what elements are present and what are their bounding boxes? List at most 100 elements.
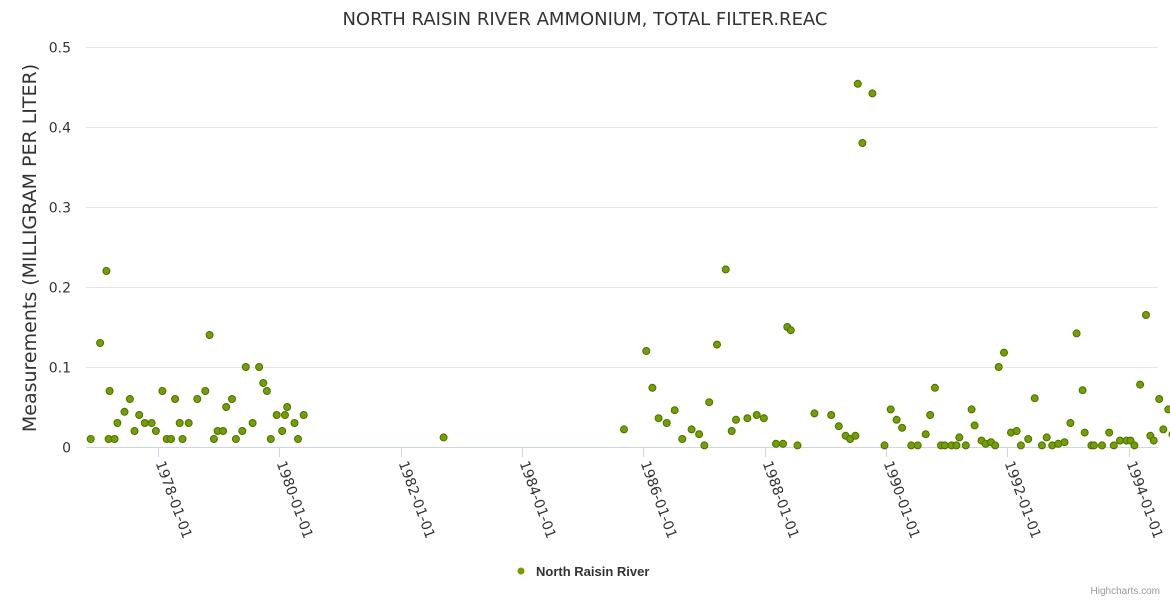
data-point[interactable] <box>886 405 895 414</box>
data-point[interactable] <box>1155 395 1164 403</box>
data-point[interactable] <box>648 383 657 392</box>
data-point[interactable] <box>228 395 236 403</box>
data-point[interactable] <box>670 406 679 415</box>
legend[interactable]: North Raisin River <box>517 564 650 579</box>
data-point[interactable] <box>439 433 448 442</box>
data-point[interactable] <box>105 387 114 395</box>
data-point[interactable] <box>1024 435 1033 443</box>
data-point[interactable] <box>772 439 780 448</box>
data-point[interactable] <box>695 430 704 439</box>
data-point[interactable] <box>727 427 736 435</box>
data-point[interactable] <box>1105 428 1114 437</box>
data-point[interactable] <box>281 411 289 419</box>
data-point[interactable] <box>759 414 768 423</box>
data-point[interactable] <box>1016 441 1025 450</box>
data-point[interactable] <box>810 409 819 418</box>
data-point[interactable] <box>299 411 308 419</box>
data-point[interactable] <box>678 435 687 443</box>
data-point[interactable] <box>205 331 214 339</box>
data-point[interactable] <box>283 403 292 411</box>
data-point[interactable] <box>642 347 651 355</box>
data-point[interactable] <box>178 435 187 443</box>
data-point[interactable] <box>158 387 167 395</box>
data-point[interactable] <box>1142 311 1150 319</box>
data-point[interactable] <box>1098 441 1106 450</box>
data-point[interactable] <box>171 395 180 403</box>
data-point[interactable] <box>193 395 202 403</box>
data-point[interactable] <box>898 423 907 432</box>
data-point[interactable] <box>827 411 836 419</box>
data-point[interactable] <box>1060 438 1069 447</box>
data-point[interactable] <box>231 435 240 443</box>
data-point[interactable] <box>86 435 95 443</box>
data-point[interactable] <box>209 435 218 443</box>
data-point[interactable] <box>140 419 149 427</box>
data-point[interactable] <box>290 419 299 427</box>
data-point[interactable] <box>1078 386 1087 395</box>
data-point[interactable] <box>662 419 671 427</box>
data-point[interactable] <box>851 431 860 440</box>
data-point[interactable] <box>272 411 281 419</box>
data-point[interactable] <box>620 425 628 434</box>
data-point[interactable] <box>834 422 843 431</box>
data-point[interactable] <box>1037 441 1046 450</box>
data-point[interactable] <box>921 430 930 439</box>
data-point[interactable] <box>201 387 210 395</box>
data-point[interactable] <box>135 411 144 419</box>
data-point[interactable] <box>1136 380 1145 389</box>
data-point[interactable] <box>930 383 939 392</box>
data-point[interactable] <box>167 435 176 443</box>
data-point[interactable] <box>880 441 889 450</box>
data-point[interactable] <box>266 435 275 443</box>
data-point[interactable] <box>961 441 970 450</box>
data-point[interactable] <box>994 363 1003 371</box>
data-point[interactable] <box>222 403 231 411</box>
data-point[interactable] <box>1130 441 1139 450</box>
data-point[interactable] <box>96 339 105 347</box>
data-point[interactable] <box>1089 441 1098 450</box>
data-point[interactable] <box>113 419 122 427</box>
data-point[interactable] <box>278 427 287 435</box>
data-point[interactable] <box>892 415 901 424</box>
data-point[interactable] <box>1080 428 1089 437</box>
data-point[interactable] <box>175 419 184 427</box>
data-point[interactable] <box>1149 436 1158 445</box>
data-point[interactable] <box>1042 433 1051 442</box>
data-point[interactable] <box>255 363 264 371</box>
data-point[interactable] <box>259 379 268 387</box>
data-point[interactable] <box>700 441 709 450</box>
data-point[interactable] <box>858 139 867 147</box>
data-point[interactable] <box>248 419 257 427</box>
data-point[interactable] <box>130 427 139 435</box>
data-point[interactable] <box>1066 419 1075 427</box>
data-point[interactable] <box>952 441 961 450</box>
data-point[interactable] <box>1012 427 1021 435</box>
credits-link[interactable]: Highcharts.com <box>1091 586 1160 597</box>
data-point[interactable] <box>721 265 730 274</box>
data-point[interactable] <box>705 398 714 407</box>
data-point[interactable] <box>147 419 156 427</box>
data-point[interactable] <box>913 441 922 450</box>
data-point[interactable] <box>793 441 802 450</box>
data-point[interactable] <box>786 326 795 335</box>
data-point[interactable] <box>125 395 134 403</box>
data-point[interactable] <box>752 411 761 419</box>
data-point[interactable] <box>940 441 949 450</box>
data-point[interactable] <box>1030 394 1039 403</box>
data-point[interactable] <box>687 425 696 434</box>
data-point[interactable] <box>779 439 787 448</box>
series-north-raisin-river[interactable] <box>86 79 1170 450</box>
data-point[interactable] <box>926 411 935 419</box>
data-point[interactable] <box>868 89 877 98</box>
data-point[interactable] <box>219 427 228 435</box>
data-point[interactable] <box>102 267 111 275</box>
data-point[interactable] <box>151 427 160 435</box>
data-point[interactable] <box>743 414 752 423</box>
data-point[interactable] <box>853 79 862 88</box>
data-point[interactable] <box>1164 405 1170 414</box>
data-point[interactable] <box>294 435 302 443</box>
data-point[interactable] <box>713 340 721 349</box>
data-point[interactable] <box>991 441 1000 450</box>
data-point[interactable] <box>1072 329 1081 338</box>
data-point[interactable] <box>262 387 271 395</box>
